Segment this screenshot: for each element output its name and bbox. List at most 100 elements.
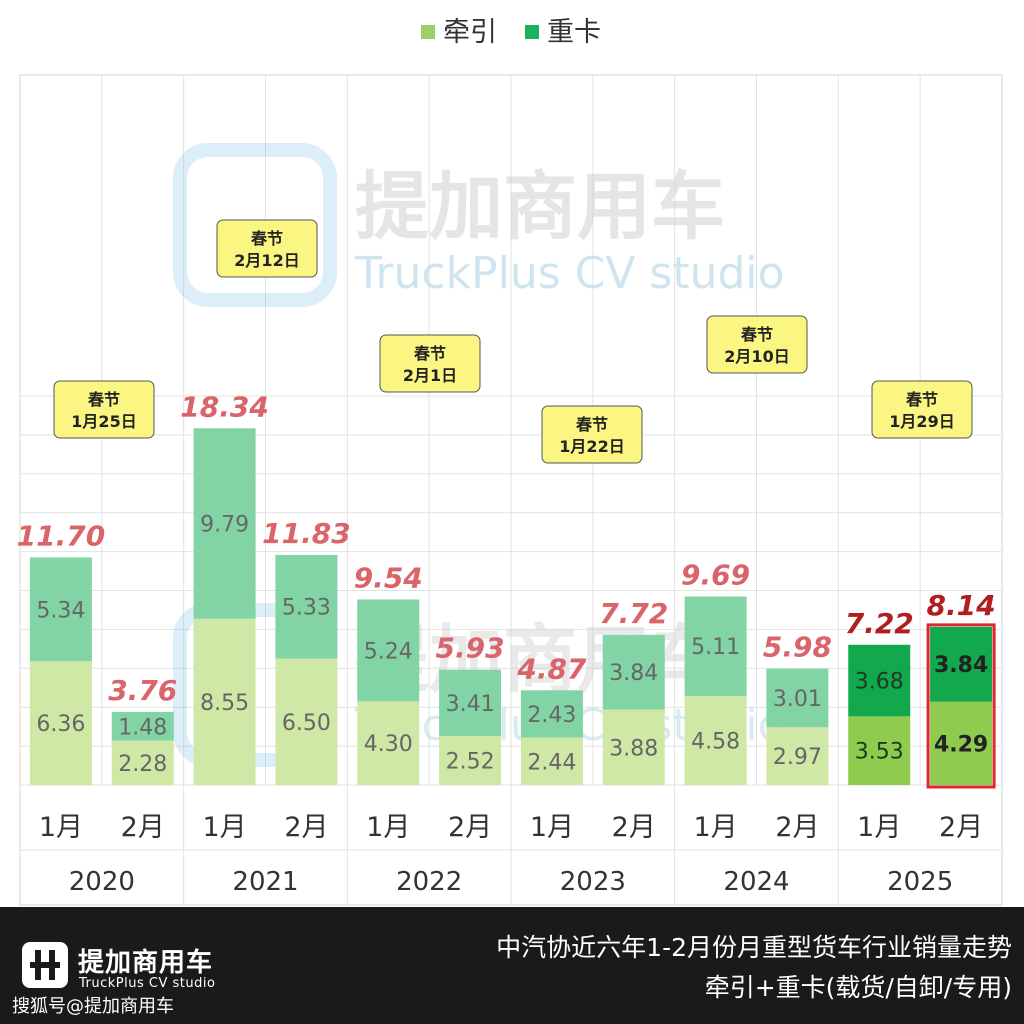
bar-traction — [357, 701, 420, 785]
value-label-traction: 4.58 — [691, 729, 740, 754]
annotation-title: 春节 — [87, 390, 120, 409]
total-label: 9.54 — [354, 561, 423, 594]
annotation-box — [216, 219, 318, 278]
total-label: 18.34 — [180, 390, 269, 423]
annotation-box — [53, 380, 155, 439]
bar-heavy — [357, 599, 420, 702]
legend-swatch — [525, 25, 539, 39]
annotation-date: 2月10日 — [724, 347, 789, 366]
value-label-heavy: 3.84 — [934, 653, 988, 678]
watermark-logo-icon — [173, 143, 337, 307]
chart-title: 中汽协近六年1-2月份月重型货车行业销量走势 — [496, 933, 1012, 962]
value-label-traction: 2.97 — [773, 745, 822, 770]
value-label-traction: 4.29 — [934, 732, 988, 757]
total-label: 7.22 — [845, 607, 914, 640]
annotation-date: 1月25日 — [71, 412, 136, 431]
x-tick-month: 1月 — [366, 812, 410, 843]
bar-heavy — [520, 690, 583, 738]
total-label: 11.70 — [17, 519, 106, 552]
value-label-heavy: 3.41 — [446, 692, 495, 717]
x-tick-month: 1月 — [693, 812, 737, 843]
x-tick-year: 2023 — [560, 867, 626, 897]
value-label-heavy: 2.43 — [527, 703, 576, 728]
total-label: 9.69 — [681, 559, 750, 592]
x-tick-month: 1月 — [202, 812, 246, 843]
total-label: 3.76 — [108, 674, 177, 707]
highlight-border — [926, 623, 996, 789]
value-label-traction: 8.55 — [200, 691, 249, 716]
value-label-traction: 2.44 — [527, 750, 576, 775]
annotation-title: 春节 — [740, 325, 773, 344]
annotation-title: 春节 — [250, 229, 283, 248]
bar-heavy — [930, 626, 993, 702]
x-tick-month: 2月 — [284, 812, 328, 843]
annotation-box — [541, 405, 643, 464]
x-tick-month: 2月 — [939, 812, 983, 843]
bar-traction — [684, 695, 747, 785]
bar-heavy — [766, 668, 829, 728]
legend-label: 牵引 — [443, 17, 497, 48]
x-tick-year: 2024 — [723, 867, 789, 897]
x-tick-month: 2月 — [775, 812, 819, 843]
bar-traction — [930, 701, 993, 785]
bar-heavy — [439, 669, 502, 736]
annotation-box — [871, 380, 973, 439]
brand-name-en: TruckPlus CV studio — [79, 976, 216, 991]
x-tick-month: 2月 — [448, 812, 492, 843]
bar-heavy — [848, 644, 911, 717]
value-label-heavy: 9.79 — [200, 512, 249, 537]
x-tick-month: 2月 — [612, 812, 656, 843]
chart-subtitle: 牵引+重卡(载货/自卸/专用) — [704, 973, 1012, 1002]
watermark-text-en: TruckPlus CV studio — [354, 248, 785, 299]
bar-traction — [848, 716, 911, 785]
value-label-heavy: 5.33 — [282, 596, 331, 621]
x-tick-month: 1月 — [39, 812, 83, 843]
value-label-heavy: 3.01 — [773, 687, 822, 712]
value-label-traction: 6.36 — [36, 712, 85, 737]
annotation-title: 春节 — [575, 415, 608, 434]
bar-traction — [766, 727, 829, 785]
bar-heavy — [29, 557, 92, 662]
bar-traction — [193, 618, 256, 785]
x-tick-month: 1月 — [530, 812, 574, 843]
value-label-heavy: 1.48 — [118, 715, 167, 740]
bar-heavy — [684, 596, 747, 696]
value-label-heavy: 5.34 — [36, 598, 85, 623]
x-tick-year: 2021 — [232, 867, 298, 897]
bar-traction — [275, 658, 338, 785]
bar-heavy — [111, 711, 174, 741]
total-label: 11.83 — [262, 517, 351, 550]
bar-heavy — [602, 634, 665, 710]
legend-swatch — [421, 25, 435, 39]
watermark-text-cn: 提加商用车 — [355, 164, 725, 250]
value-label-heavy: 5.11 — [691, 635, 740, 660]
annotation-title: 春节 — [413, 344, 446, 363]
legend-label: 重卡 — [547, 17, 601, 48]
bar-traction — [520, 737, 583, 785]
bar-heavy — [275, 554, 338, 659]
brand-name-cn: 提加商用车 — [78, 948, 214, 978]
annotation-title: 春节 — [905, 390, 938, 409]
x-tick-month: 2月 — [121, 812, 165, 843]
total-label: 7.72 — [599, 597, 668, 630]
x-tick-year: 2022 — [396, 867, 462, 897]
value-label-heavy: 5.24 — [364, 639, 413, 664]
annotation-date: 2月1日 — [403, 366, 457, 385]
annotation-date: 1月22日 — [559, 437, 624, 456]
value-label-traction: 2.52 — [446, 749, 495, 774]
source-credit: 搜狐号@提加商用车 — [12, 996, 174, 1017]
x-tick-year: 2020 — [69, 867, 135, 897]
bar-traction — [111, 740, 174, 785]
bar-heavy — [193, 428, 256, 619]
annotation-box — [706, 315, 808, 374]
total-label: 8.14 — [927, 589, 996, 622]
truckplus-logo-icon — [22, 942, 68, 988]
bar-traction — [602, 709, 665, 785]
value-label-traction: 3.53 — [855, 740, 904, 765]
total-label: 4.87 — [516, 652, 587, 685]
annotation-box — [379, 334, 481, 393]
x-tick-month: 1月 — [857, 812, 901, 843]
annotation-date: 1月29日 — [889, 412, 954, 431]
value-label-traction: 4.30 — [364, 732, 413, 757]
